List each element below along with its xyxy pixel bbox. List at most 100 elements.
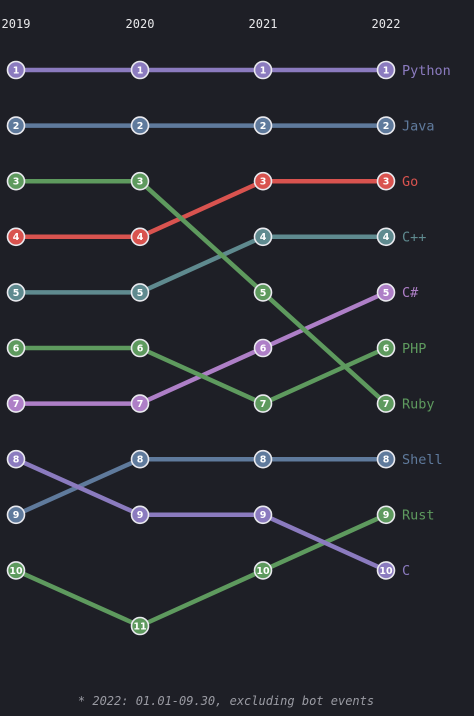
year-labels: 2019 2020 2021 2022 [2,17,401,31]
rank-value: 2 [137,121,144,132]
marker-circle [253,116,273,135]
marker-c-2021: 9 [253,505,273,525]
marker-java-2022: 2 [376,116,396,135]
rank-value: 7 [13,399,20,410]
rank-value: 7 [383,399,390,410]
language-label-java: Java [402,118,435,134]
marker-go-2020: 4 [130,227,150,247]
language-label-c: C [402,563,410,579]
marker-circle [376,227,396,247]
language-label-php: PHP [402,341,426,357]
marker-circle [6,60,26,80]
marker-cpp-2022: 4 [376,227,396,247]
marker-shell-2021: 8 [253,449,273,469]
language-label-shell: Shell [402,452,443,468]
marker-csharp-2021: 6 [253,338,273,358]
marker-csharp-2019: 7 [6,394,26,413]
rank-value: 11 [133,621,146,632]
rank-value: 9 [260,510,267,521]
marker-circle [253,227,273,247]
rank-value: 2 [260,121,267,132]
marker-circle [376,171,396,191]
line-php [13,345,389,406]
marker-java-2021: 2 [253,116,273,135]
marker-shell-2020: 8 [130,449,150,469]
marker-circle [376,338,396,358]
rank-value: 1 [137,65,144,76]
marker-go-2019: 4 [6,227,26,247]
rank-value: 3 [383,177,390,188]
marker-go-2022: 3 [376,171,396,191]
marker-ruby-2022: 7 [376,394,396,413]
marker-circle [130,505,150,525]
marker-circle [253,561,273,580]
marker-rust-2019: 10 [6,561,26,580]
marker-csharp-2022: 5 [376,283,396,302]
marker-circle [6,171,26,191]
marker-cpp-2021: 4 [253,227,273,247]
line-shell [13,456,389,518]
marker-rust-2022: 9 [376,505,396,525]
rank-value: 8 [137,455,144,466]
marker-go-2021: 3 [253,171,273,191]
marker-ruby-2020: 3 [130,171,150,191]
marker-circle [376,449,396,469]
marker-circle [253,394,273,413]
marker-circle [6,561,26,580]
marker-circle [130,338,150,358]
marker-cpp-2020: 5 [130,283,150,302]
marker-php-2019: 6 [6,338,26,358]
marker-circle [130,394,150,413]
marker-circle [130,227,150,247]
marker-cpp-2019: 5 [6,283,26,302]
rank-value: 4 [260,232,267,243]
rank-value: 1 [383,65,390,76]
rank-value: 5 [383,288,390,299]
rank-value: 9 [383,510,390,521]
marker-circle [253,505,273,525]
year-label-2019: 2019 [2,17,31,31]
rank-value: 3 [137,177,144,188]
language-label-csharp: C# [402,285,419,301]
marker-rust-2020: 11 [130,616,150,636]
marker-csharp-2020: 7 [130,394,150,413]
marker-python-2019: 1 [6,60,26,80]
marker-c-2022: 10 [376,561,396,580]
marker-php-2022: 6 [376,338,396,358]
rank-value: 8 [13,455,20,466]
rank-value: 5 [260,288,267,299]
marker-circle [253,338,273,358]
rank-value: 3 [13,177,20,188]
marker-circle [130,60,150,80]
marker-circle [6,227,26,247]
year-label-2020: 2020 [126,17,155,31]
line-c [13,456,389,573]
marker-circle [130,116,150,135]
marker-shell-2019: 9 [6,505,26,525]
marker-circle [6,505,26,525]
marker-java-2019: 2 [6,116,26,135]
language-label-cpp: C++ [402,230,426,246]
rank-value: 9 [13,510,20,521]
rank-value: 7 [137,399,144,410]
marker-circle [376,60,396,80]
year-label-2021: 2021 [249,17,278,31]
marker-circle [130,616,150,636]
marker-circle [253,60,273,80]
marker-circle [376,116,396,135]
marker-circle [6,116,26,135]
line-ruby [13,178,389,406]
language-label-go: Go [402,174,418,190]
rank-value: 4 [383,232,390,243]
rank-value: 1 [13,65,20,76]
marker-php-2020: 6 [130,338,150,358]
marker-ruby-2021: 5 [253,283,273,302]
line-rust [13,512,389,629]
rank-value: 5 [13,288,20,299]
rank-lines [13,67,389,629]
marker-circle [6,338,26,358]
marker-circle [376,505,396,525]
